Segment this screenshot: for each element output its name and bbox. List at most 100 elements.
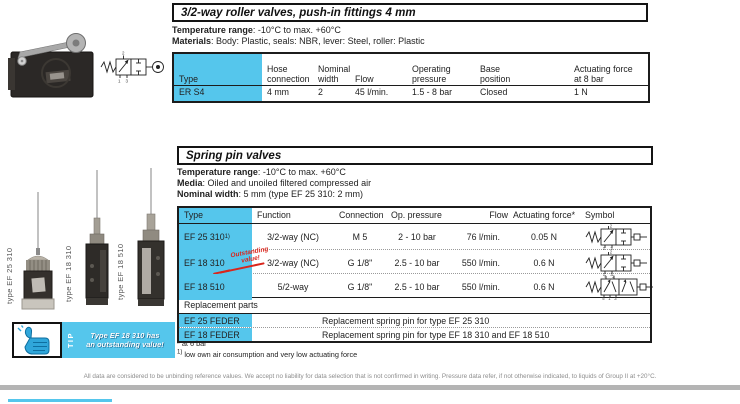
svg-text:1: 1: [608, 296, 611, 300]
cell-type: ER S4: [174, 86, 262, 101]
page-bottom-cyan-line: [8, 399, 112, 402]
roller-valves-table: Type Hose connection Nominal width Flow …: [172, 52, 650, 103]
materials-line: Materials: Body: Plastic, seals: NBR, le…: [172, 36, 425, 47]
photo-label-ef-18-310: type EF 18 310: [64, 245, 73, 302]
page-bottom-gray-bar: [0, 385, 740, 390]
temperature-range-value: : -10°C to max. +60°C: [252, 25, 341, 35]
cell-function: 3/2-way (NC): [267, 232, 319, 242]
photo-label-ef-18-510: type EF 18 510: [116, 243, 125, 300]
svg-text:1: 1: [603, 246, 606, 250]
roller-valve-photo: [8, 33, 94, 98]
valve-photo-ef-18-510: [137, 168, 165, 306]
thumbs-up-icon: [17, 325, 50, 355]
replacement-parts-title: Replacement parts: [179, 298, 650, 314]
table-row: ER S4 4 mm 2 45 l/min. 1.5 - 8 bar Close…: [174, 86, 648, 101]
table-row-ef-18-310: EF 18 310 Outstanding value! 3/2-way (NC…: [179, 246, 650, 276]
tip-label: TIP: [66, 331, 75, 349]
cell-force: 0.05 N: [531, 232, 557, 242]
thumbs-up-box: [12, 322, 62, 358]
cell-force: 0.6 N: [533, 282, 555, 292]
cell-symbol: 4 2 5 1 3: [580, 274, 653, 300]
col-header-nominal-width: Nominal width: [313, 54, 350, 86]
roller-valve-pneumatic-symbol-icon: 2 1 3: [100, 51, 164, 84]
roller-table-header: Type Hose connection Nominal width Flow …: [174, 54, 648, 86]
col-header-op-pressure: Op. pressure: [386, 208, 448, 224]
section-title-spring-pin-valves: Spring pin valves: [177, 146, 653, 165]
cell-hose: 4 mm: [267, 87, 289, 97]
col-header-function: Function: [252, 208, 334, 224]
spring-pin-valves-table: Type Function Connection Op. pressure Fl…: [177, 206, 653, 343]
cell-pressure: 2 - 10 bar: [398, 232, 436, 242]
cell-flow: 550 l/min.: [461, 258, 500, 268]
section-title-roller-valves: 3/2-way roller valves, push-in fittings …: [172, 3, 648, 22]
media-line: Media: Oiled and unoiled filtered compre…: [177, 178, 371, 189]
svg-text:3: 3: [614, 296, 617, 300]
svg-text:2: 2: [122, 51, 125, 56]
cell-function: 5/2-way: [277, 282, 309, 292]
page-disclaimer: All data are considered to be unbinding …: [83, 373, 657, 380]
cell-connection: M 5: [352, 232, 368, 242]
tip-bar: TIP Type EF 18 310 has an outstanding va…: [62, 322, 175, 358]
col-header-type: Type: [174, 54, 262, 86]
temperature-range-label: Temperature range: [172, 25, 253, 35]
cell-flow: 550 l/min.: [461, 282, 500, 292]
tip-strip: TIP Type EF 18 310 has an outstanding va…: [12, 322, 175, 358]
roller-info-block: Temperature range: -10°C to max. +60°C M…: [172, 25, 425, 47]
cell-pressure: 2.5 - 10 bar: [394, 258, 440, 268]
svg-text:5: 5: [602, 296, 605, 300]
nominal-width-label: Nominal width: [177, 189, 239, 199]
media-value: : Oiled and unoiled filtered compressed …: [202, 178, 372, 188]
cell-function: 3/2-way (NC): [267, 258, 319, 268]
materials-label: Materials: [172, 36, 212, 46]
table-row-ef-18-feder: EF 18 FEDER Replacement spring pin for t…: [179, 328, 650, 341]
svg-text:3: 3: [610, 272, 613, 276]
spring-info-block: Temperature range: -10°C to max. +60°C M…: [177, 167, 371, 200]
cell-flow: 76 l/min.: [466, 232, 500, 242]
cell-pressure: 2.5 - 10 bar: [394, 282, 440, 292]
cell-description: Replacement spring pin for type EF 25 31…: [322, 315, 490, 326]
pneumatic-symbol-3-2-icon: 2 1 3: [585, 224, 647, 250]
svg-text:2: 2: [610, 250, 613, 255]
cell-type: EF 18 FEDER: [179, 328, 252, 341]
cell-connection: G 1/8": [347, 282, 373, 292]
cell-type: EF 25 310 1): [179, 224, 252, 250]
table-row-ef-18-510: EF 18 510 5/2-way G 1/8" 2.5 - 10 bar 55…: [179, 274, 653, 300]
col-header-symbol: Symbol: [580, 208, 650, 224]
pneumatic-symbol-5-2-icon: 4 2 5 1 3: [585, 274, 653, 300]
col-header-actuating-force: Actuating force at 8 bar: [569, 54, 648, 86]
cell-flow: 45 l/min.: [355, 87, 389, 97]
tip-text: Type EF 18 310 has an outstanding value!: [86, 330, 164, 350]
col-header-operating-pressure: Operating pressure: [407, 54, 475, 86]
col-header-type: Type: [179, 208, 252, 224]
col-header-flow: Flow: [448, 208, 508, 224]
svg-text:1: 1: [118, 79, 121, 84]
footnote-1: 1) low own air consumption and very low …: [177, 349, 358, 359]
media-label: Media: [177, 178, 203, 188]
svg-text:2: 2: [610, 224, 613, 229]
cell-type: EF 18 510: [179, 274, 252, 300]
temperature-range-line: Temperature range: -10°C to max. +60°C: [172, 25, 425, 36]
cell-force: 1 N: [574, 87, 588, 97]
cell-symbol: 2 1 3: [580, 250, 650, 276]
cell-connection: G 1/8": [347, 258, 373, 268]
nominal-width-line: Nominal width: 5 mm (type EF 25 310: 2 m…: [177, 189, 371, 200]
valve-photo-ef-25-310: [21, 192, 55, 310]
col-header-flow: Flow: [350, 54, 407, 86]
temperature-range-label: Temperature range: [177, 167, 258, 177]
col-header-hose-connection: Hose connection: [262, 54, 313, 86]
cell-pressure: 1.5 - 8 bar: [412, 87, 453, 97]
table-row-ef-25-310: EF 25 310 1) 3/2-way (NC) M 5 2 - 10 bar …: [179, 224, 650, 250]
spring-table-header: Type Function Connection Op. pressure Fl…: [179, 208, 650, 224]
cell-base: Closed: [480, 87, 508, 97]
valve-photo-ef-18-310: [85, 170, 109, 305]
svg-text:2: 2: [612, 274, 615, 279]
col-header-base-position: Base position: [475, 54, 569, 86]
svg-text:3: 3: [610, 246, 613, 250]
temperature-range-value: : -10°C to max. +60°C: [257, 167, 346, 177]
cell-force: 0.6 N: [533, 258, 555, 268]
cell-type: EF 25 FEDER: [179, 314, 252, 327]
footnote-star: * at 6 bar: [177, 339, 207, 348]
table-row-ef-25-feder: EF 25 FEDER Replacement spring pin for t…: [179, 314, 650, 328]
svg-text:1: 1: [603, 272, 606, 276]
